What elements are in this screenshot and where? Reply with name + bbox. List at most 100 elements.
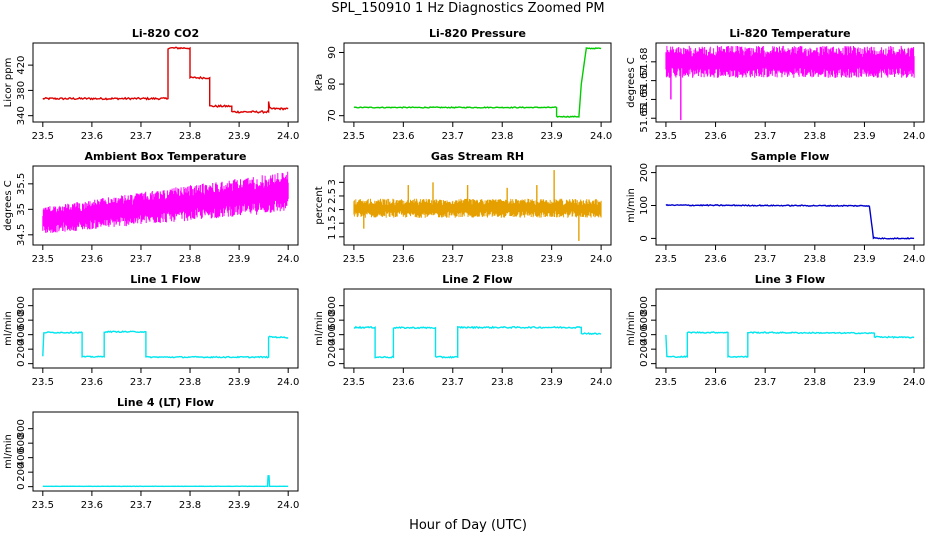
x-tick-label: 23.5 <box>655 377 677 388</box>
x-axis-label: Hour of Day (UTC) <box>409 518 527 533</box>
x-tick-label: 23.8 <box>491 377 513 388</box>
data-series <box>42 475 289 488</box>
x-tick-label: 23.6 <box>704 254 726 265</box>
x-tick-label: 23.8 <box>179 254 201 265</box>
x-tick-label: 23.5 <box>655 131 677 142</box>
y-tick-label: 51.66 <box>639 85 650 114</box>
y-tick-label: 400 <box>639 325 650 344</box>
x-tick-label: 24.0 <box>277 377 299 388</box>
chart-panel-3: Li-820 Temperature 23.5 23.6 23.7 23.8 23.9 24… <box>626 27 925 142</box>
plot-frame <box>32 288 299 369</box>
y-axis-label: ml/min <box>626 188 637 223</box>
x-tick-label: 23.7 <box>442 254 464 265</box>
y-axis-label: kPa <box>314 74 325 92</box>
data-series <box>665 203 915 240</box>
x-tick-label: 23.5 <box>343 254 365 265</box>
y-tick-label: 420 <box>16 56 27 75</box>
x-tick-label: 24.0 <box>277 131 299 142</box>
x-tick-label: 24.0 <box>903 254 925 265</box>
x-tick-label: 23.6 <box>81 131 103 142</box>
plot-frame <box>343 42 612 123</box>
chart-panel-4: Ambient Box Temperature 23.5 23.6 23.7 23.8 2… <box>3 150 299 265</box>
y-tick-label: 0 <box>639 360 650 366</box>
x-tick-label: 23.7 <box>754 377 776 388</box>
x-tick-label: 24.0 <box>590 254 612 265</box>
x-tick-label: 24.0 <box>590 131 612 142</box>
x-tick-label: 23.6 <box>392 377 414 388</box>
x-tick-label: 23.8 <box>804 377 826 388</box>
chart-title: Li-820 Temperature <box>729 27 850 40</box>
chart-title: Li-820 Pressure <box>429 27 526 40</box>
x-tick-label: 23.9 <box>541 254 563 265</box>
chart-panel-8: Line 2 Flow 23.5 23.6 23.7 23.8 23.9 24.0 02004… <box>314 273 612 388</box>
y-tick-label: 400 <box>16 325 27 344</box>
y-tick-label: 200 <box>327 340 338 359</box>
chart-panel-9: Line 3 Flow 23.5 23.6 23.7 23.8 23.9 24.0 02004… <box>626 273 925 388</box>
y-tick-label: 800 <box>16 296 27 315</box>
y-tick-label: 340 <box>16 106 27 125</box>
x-tick-label: 24.0 <box>903 377 925 388</box>
y-axis-label: Licor ppm <box>3 58 14 108</box>
x-tick-label: 23.9 <box>853 131 875 142</box>
data-series <box>353 198 602 218</box>
x-tick-label: 23.7 <box>130 377 152 388</box>
y-tick-label: 3 <box>327 179 338 185</box>
y-tick-label: 2 <box>327 206 338 212</box>
x-tick-label: 23.7 <box>130 254 152 265</box>
y-axis-label: degrees C <box>3 180 14 230</box>
x-tick-label: 23.9 <box>228 377 250 388</box>
y-tick-label: 100 <box>639 196 650 215</box>
y-axis-label: ml/min <box>3 434 14 469</box>
y-axis-label: ml/min <box>314 311 325 346</box>
y-tick-label: 600 <box>16 311 27 330</box>
x-tick-label: 23.7 <box>130 131 152 142</box>
y-tick-label: 400 <box>327 325 338 344</box>
y-tick-label: 600 <box>639 311 650 330</box>
x-tick-label: 23.9 <box>228 254 250 265</box>
x-tick-label: 23.9 <box>228 500 250 511</box>
y-tick-label: 800 <box>639 296 650 315</box>
plot-frame <box>32 42 299 123</box>
x-tick-label: 23.6 <box>392 131 414 142</box>
x-tick-label: 23.8 <box>804 131 826 142</box>
x-tick-label: 23.8 <box>179 377 201 388</box>
y-tick-label: 200 <box>639 163 650 182</box>
x-tick-label: 23.6 <box>81 377 103 388</box>
data-series <box>42 171 289 233</box>
x-tick-label: 23.9 <box>853 377 875 388</box>
y-tick-label: 80 <box>327 78 338 91</box>
x-tick-label: 23.9 <box>541 377 563 388</box>
y-tick-label: 90 <box>327 46 338 59</box>
chart-title: Gas Stream RH <box>431 150 524 163</box>
x-tick-label: 23.5 <box>32 131 54 142</box>
x-tick-label: 24.0 <box>903 131 925 142</box>
y-axis-label: degrees C <box>626 57 637 107</box>
x-tick-label: 23.6 <box>81 254 103 265</box>
y-tick-label: 380 <box>16 81 27 100</box>
y-axis-label: ml/min <box>626 311 637 346</box>
y-tick-label: 200 <box>639 340 650 359</box>
y-tick-label: 1.5 <box>327 215 338 231</box>
data-series <box>42 330 289 359</box>
y-tick-label: 0 <box>639 235 650 241</box>
x-tick-label: 24.0 <box>590 377 612 388</box>
x-tick-label: 23.7 <box>754 254 776 265</box>
x-tick-label: 23.7 <box>754 131 776 142</box>
x-tick-label: 23.5 <box>32 500 54 511</box>
data-series <box>353 47 602 118</box>
x-tick-label: 23.7 <box>130 500 152 511</box>
x-tick-label: 23.8 <box>491 131 513 142</box>
data-series <box>42 46 289 114</box>
x-tick-label: 23.5 <box>343 131 365 142</box>
x-tick-label: 24.0 <box>277 254 299 265</box>
x-tick-label: 23.8 <box>179 500 201 511</box>
x-tick-label: 23.6 <box>704 131 726 142</box>
y-tick-label: 200 <box>16 340 27 359</box>
chart-panel-2: Li-820 Pressure 23.5 23.6 23.7 23.8 23.9 24.0 7… <box>314 27 612 142</box>
plot-frame <box>655 42 925 123</box>
y-tick-label: 200 <box>16 463 27 482</box>
chart-title: Line 3 Flow <box>755 273 825 286</box>
x-tick-label: 23.8 <box>491 254 513 265</box>
x-tick-label: 23.6 <box>81 500 103 511</box>
y-tick-label: 35 <box>16 203 27 216</box>
